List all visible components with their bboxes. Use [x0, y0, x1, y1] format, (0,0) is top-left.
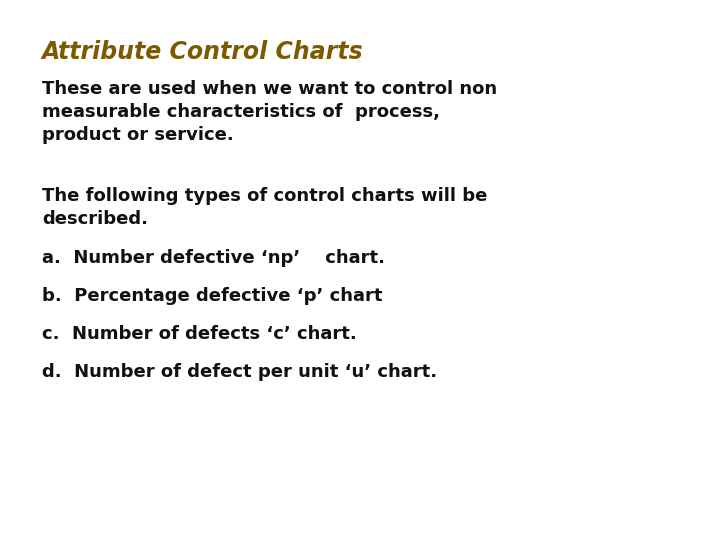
Text: The following types of control charts will be: The following types of control charts wi… — [42, 187, 487, 205]
Text: measurable characteristics of  process,: measurable characteristics of process, — [42, 103, 440, 121]
Text: c.  Number of defects ‘c’ chart.: c. Number of defects ‘c’ chart. — [42, 325, 356, 343]
Text: d.  Number of defect per unit ‘u’ chart.: d. Number of defect per unit ‘u’ chart. — [42, 363, 437, 381]
Text: product or service.: product or service. — [42, 126, 234, 144]
Text: b.  Percentage defective ‘p’ chart: b. Percentage defective ‘p’ chart — [42, 287, 382, 305]
Text: a.  Number defective ‘np’    chart.: a. Number defective ‘np’ chart. — [42, 249, 385, 267]
Text: Attribute Control Charts: Attribute Control Charts — [42, 40, 364, 64]
Text: These are used when we want to control non: These are used when we want to control n… — [42, 80, 497, 98]
Text: described.: described. — [42, 210, 148, 228]
